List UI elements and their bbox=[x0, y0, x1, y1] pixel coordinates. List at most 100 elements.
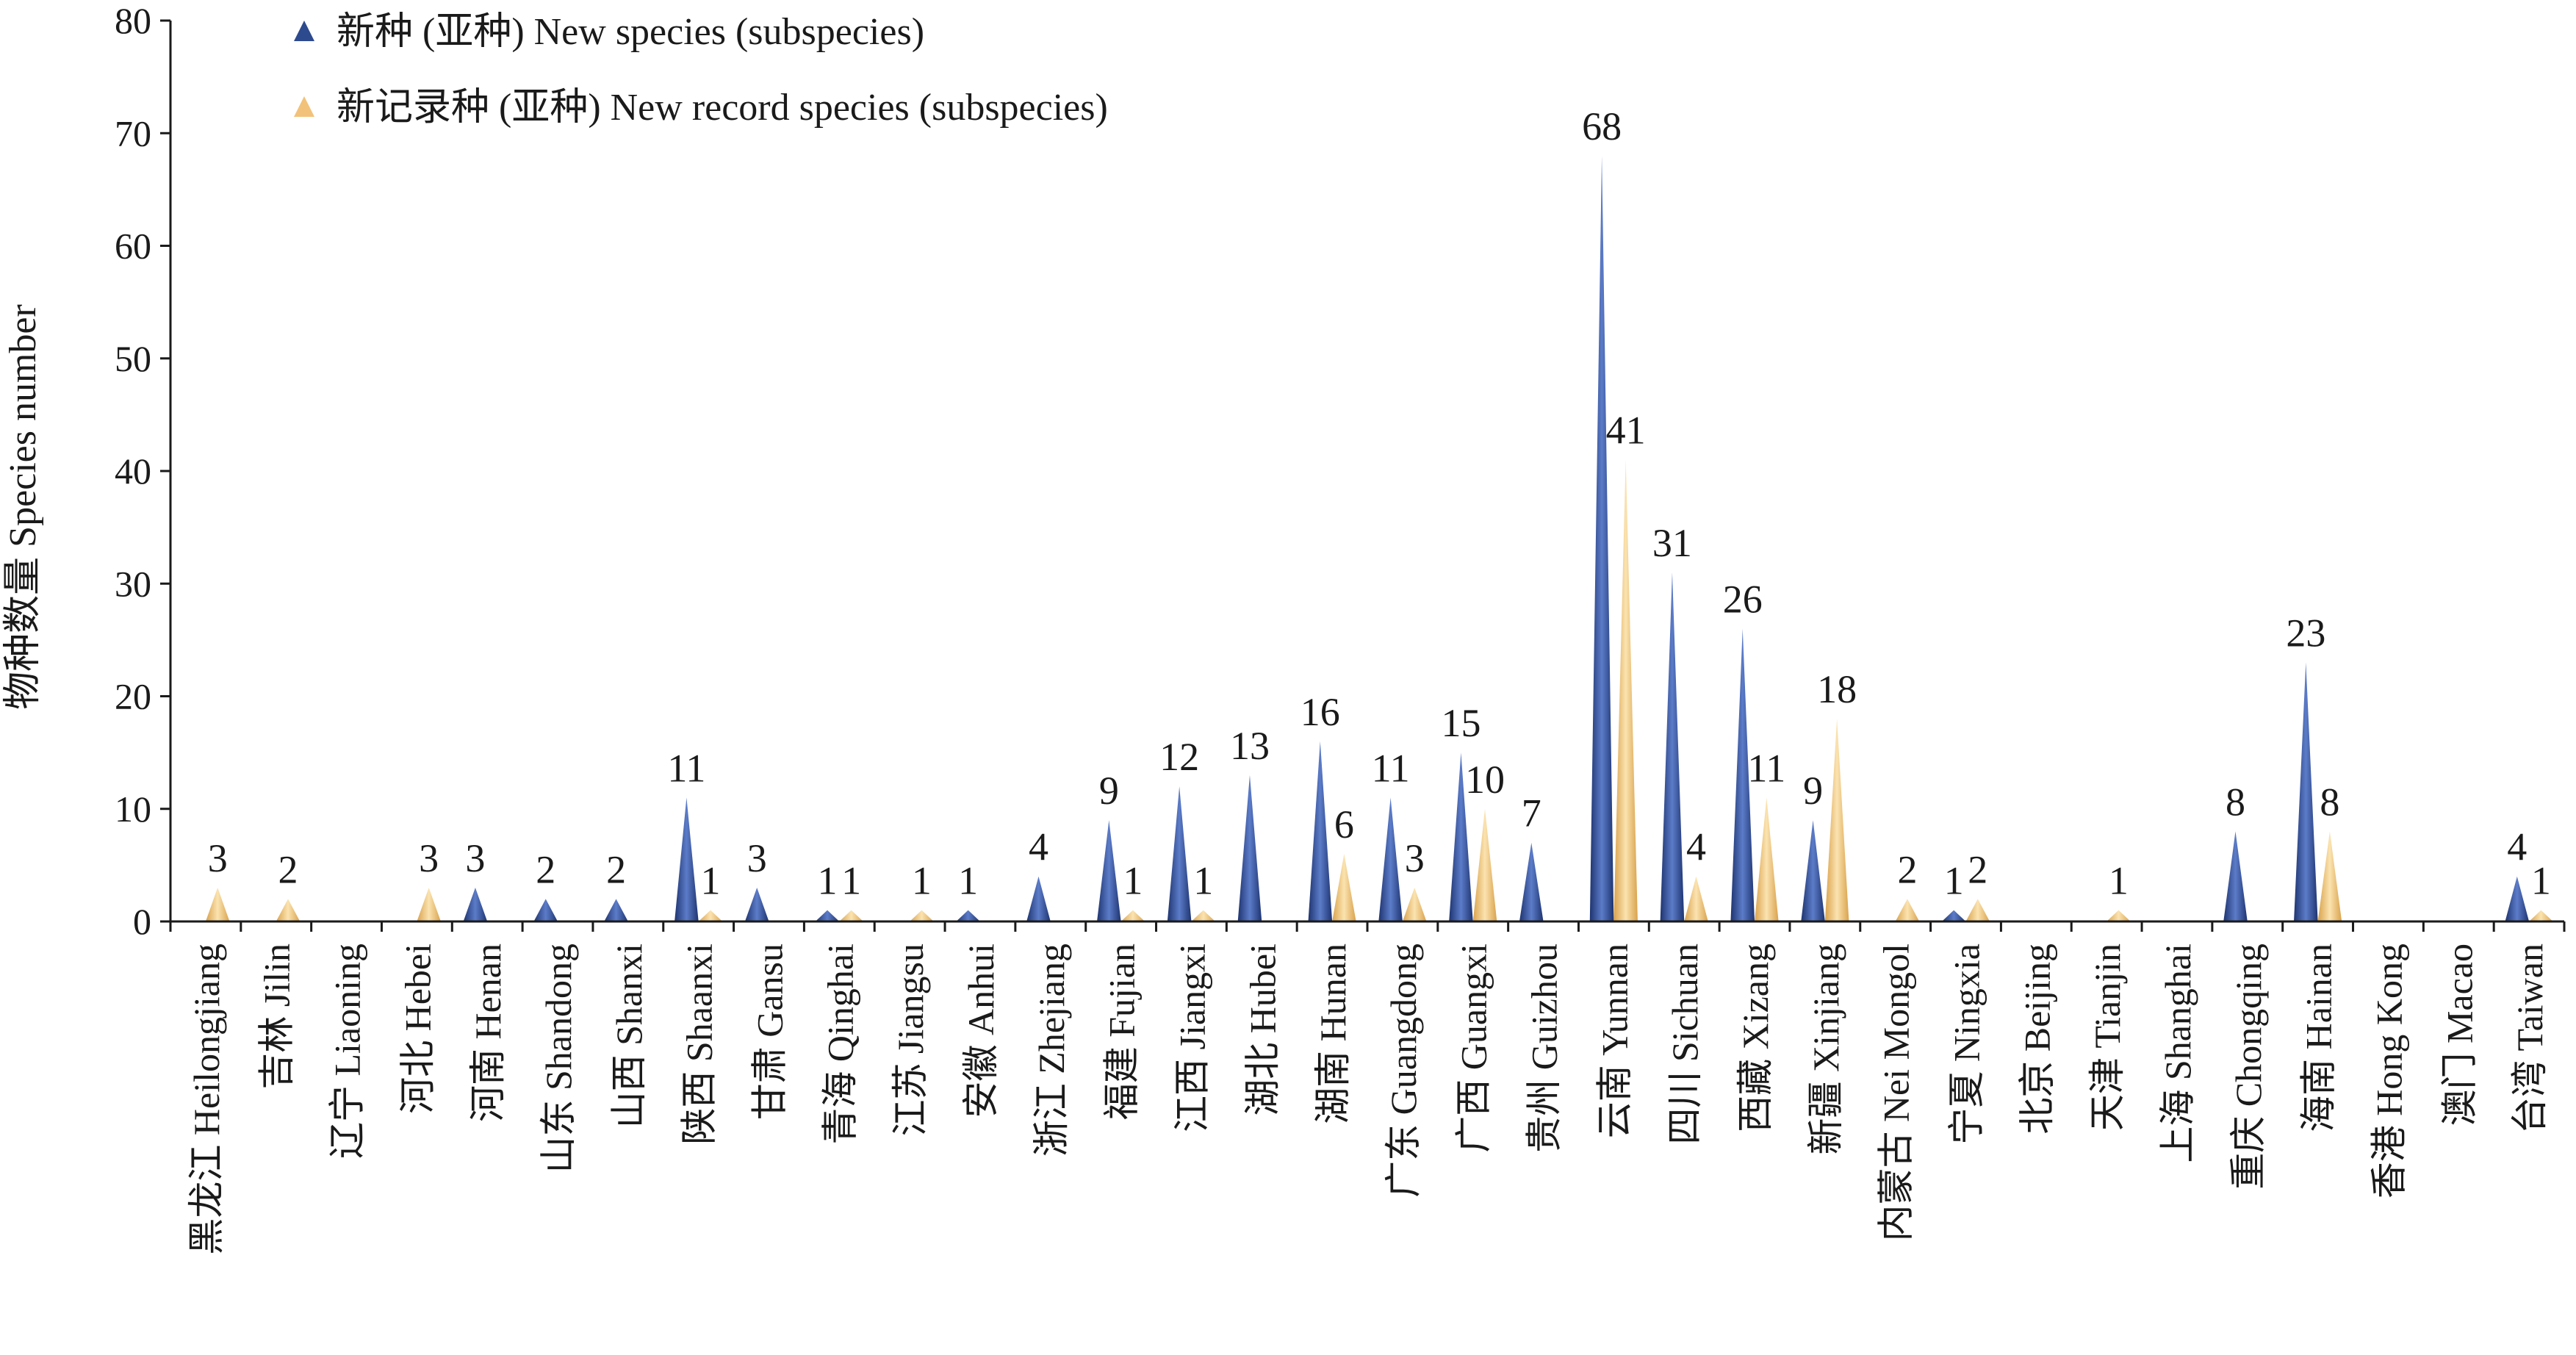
new-species-peak bbox=[1449, 752, 1473, 921]
data-label: 13 bbox=[1230, 724, 1270, 768]
new-species-peak bbox=[1730, 628, 1755, 921]
new-record-peak bbox=[1755, 797, 1779, 921]
category-label: 广东 Guangdong bbox=[1383, 944, 1424, 1198]
category-label: 湖北 Hubei bbox=[1242, 944, 1283, 1116]
new-record-peak bbox=[2529, 910, 2553, 921]
data-label: 12 bbox=[1159, 735, 1199, 779]
legend-label: 新种 (亚种) New species (subspecies) bbox=[337, 11, 924, 53]
category-label: 海南 Hainan bbox=[2298, 944, 2339, 1132]
legend-label: 新记录种 (亚种) New record species (subspecies… bbox=[337, 87, 1108, 129]
new-record-peak bbox=[1402, 888, 1427, 921]
new-record-peak bbox=[276, 899, 301, 921]
new-species-peak bbox=[1167, 786, 1192, 921]
data-label: 1 bbox=[912, 859, 932, 903]
category-label: 安徽 Anhui bbox=[960, 944, 1001, 1118]
new-species-peak bbox=[1589, 155, 1614, 921]
y-tick-label: 80 bbox=[115, 0, 151, 41]
new-record-peak bbox=[1613, 459, 1638, 921]
new-species-peak bbox=[956, 910, 980, 921]
category-label: 福建 Fujian bbox=[1101, 944, 1143, 1120]
new-record-peak bbox=[839, 910, 863, 921]
category-label: 江苏 Jiangsu bbox=[890, 944, 931, 1137]
data-label: 1 bbox=[1944, 859, 1964, 903]
category-label: 辽宁 Liaoning bbox=[327, 944, 368, 1159]
data-label: 4 bbox=[1029, 825, 1048, 869]
new-species-peak bbox=[2505, 876, 2530, 921]
new-species-peak bbox=[1026, 876, 1051, 921]
category-label: 山东 Shandong bbox=[538, 944, 579, 1174]
category-label: 台湾 Taiwan bbox=[2509, 944, 2550, 1134]
data-label: 23 bbox=[2286, 611, 2325, 655]
y-tick-label: 10 bbox=[115, 788, 151, 830]
new-species-peak bbox=[533, 899, 558, 921]
new-record-peak bbox=[1895, 899, 1920, 921]
category-label: 青海 Qinghai bbox=[819, 944, 860, 1145]
legend-marker-icon bbox=[294, 21, 314, 41]
category-label: 内蒙古 Nei Mongol bbox=[1876, 944, 1917, 1242]
legend-marker-icon bbox=[294, 96, 314, 117]
category-label: 湖南 Hunan bbox=[1312, 944, 1353, 1124]
data-label: 3 bbox=[1405, 836, 1425, 880]
category-label: 黑龙江 Heilongjiang bbox=[186, 944, 227, 1255]
data-label: 3 bbox=[419, 836, 439, 880]
data-label: 2 bbox=[278, 847, 298, 891]
category-label: 四川 Sichuan bbox=[1664, 944, 1705, 1145]
category-label: 江西 Jiangxi bbox=[1171, 944, 1212, 1132]
data-label: 11 bbox=[667, 746, 705, 790]
new-species-peak bbox=[1378, 797, 1403, 921]
data-label: 1 bbox=[2531, 859, 2551, 903]
y-axis-title: 物种数量 Species number bbox=[2, 304, 44, 710]
category-label: 浙江 Zhejiang bbox=[1031, 944, 1072, 1157]
new-species-peak bbox=[1660, 572, 1685, 921]
category-label: 吉林 Jilin bbox=[256, 944, 298, 1090]
new-species-peak bbox=[1237, 774, 1262, 921]
data-label: 2 bbox=[536, 847, 555, 891]
data-label: 10 bbox=[1465, 758, 1505, 802]
category-label: 香港 Hong Kong bbox=[2368, 944, 2409, 1198]
new-species-peak bbox=[744, 888, 769, 921]
new-species-peak bbox=[2294, 662, 2318, 921]
new-species-peak bbox=[604, 899, 628, 921]
category-label: 甘肃 Gansu bbox=[749, 944, 791, 1120]
data-label: 16 bbox=[1300, 690, 1340, 734]
category-label: 河南 Henan bbox=[467, 944, 508, 1122]
y-axis-ticks: 0 10 20 30 40 50 60 70 80 bbox=[115, 0, 170, 942]
data-label: 7 bbox=[1522, 791, 1541, 835]
new-record-peak bbox=[1191, 910, 1216, 921]
y-tick-label: 30 bbox=[115, 563, 151, 604]
category-label: 贵州 Guizhou bbox=[1524, 944, 1565, 1153]
data-label: 8 bbox=[2320, 780, 2339, 824]
data-label: 9 bbox=[1803, 769, 1823, 813]
new-record-peak bbox=[205, 888, 230, 921]
new-species-peak bbox=[463, 888, 488, 921]
data-label: 31 bbox=[1652, 521, 1692, 565]
data-label: 18 bbox=[1817, 667, 1857, 711]
data-label: 4 bbox=[2507, 825, 2527, 869]
category-label: 澳门 Macao bbox=[2439, 944, 2480, 1126]
new-record-peak bbox=[417, 888, 441, 921]
data-label: 1 bbox=[2109, 859, 2129, 903]
data-label: 68 bbox=[1582, 104, 1622, 148]
category-label: 宁夏 Ningxia bbox=[1946, 944, 1987, 1145]
data-label: 2 bbox=[606, 847, 626, 891]
category-label: 上海 Shanghai bbox=[2157, 944, 2198, 1163]
category-label: 云南 Yunnan bbox=[1594, 944, 1635, 1138]
new-record-peak bbox=[1824, 719, 1849, 921]
data-label: 1 bbox=[1193, 859, 1213, 903]
data-label: 11 bbox=[1747, 746, 1785, 790]
category-label: 天津 Tianjin bbox=[2087, 944, 2128, 1131]
new-record-peak bbox=[2107, 910, 2131, 921]
category-label: 新疆 Xinjiang bbox=[1805, 944, 1846, 1154]
data-label: 8 bbox=[2226, 780, 2245, 824]
new-species-peak bbox=[2223, 831, 2248, 921]
data-label: 15 bbox=[1441, 701, 1481, 745]
y-tick-label: 20 bbox=[115, 676, 151, 717]
data-label: 1 bbox=[818, 859, 838, 903]
data-label: 6 bbox=[1334, 802, 1354, 847]
data-label: 2 bbox=[1897, 847, 1917, 891]
new-species-peak bbox=[674, 797, 699, 921]
category-label: 北京 Beijing bbox=[2016, 944, 2057, 1135]
y-tick-label: 50 bbox=[115, 338, 151, 379]
data-label: 1 bbox=[841, 859, 861, 903]
